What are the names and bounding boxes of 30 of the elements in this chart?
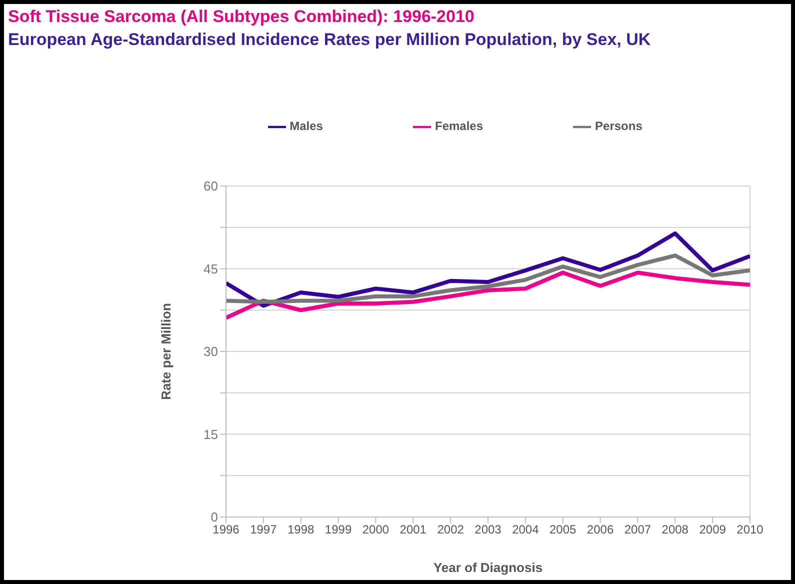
- chart-title: Soft Tissue Sarcoma (All Subtypes Combined): 1996-2010: [8, 7, 474, 27]
- x-tick-label: 1999: [324, 522, 352, 537]
- x-tick-label: 2000: [362, 522, 390, 537]
- x-tick-label: 2010: [736, 522, 764, 537]
- x-tick-label: 2007: [624, 522, 652, 537]
- x-tick-label: 2002: [437, 522, 464, 537]
- y-tick-label: 45: [204, 261, 218, 276]
- x-tick-label: 2004: [512, 522, 540, 537]
- y-tick-label: 0: [210, 510, 218, 525]
- x-tick-label: 1996: [212, 522, 240, 537]
- chart-subtitle: European Age-Standardised Incidence Rates per Million Population, by Sex, UK: [8, 30, 651, 50]
- legend-label: Females: [434, 119, 484, 134]
- x-tick-label: 2003: [474, 522, 502, 537]
- line-series: [226, 270, 750, 320]
- legend-label: Males: [290, 119, 323, 134]
- y-axis-title: Rate per Million: [158, 303, 174, 400]
- line-series: [226, 231, 750, 308]
- x-tick-label: 2006: [586, 522, 614, 537]
- x-axis-title: Year of Diagnosis: [433, 560, 543, 575]
- x-tick-label: 2005: [550, 522, 577, 537]
- y-tick-label: 15: [204, 426, 218, 442]
- x-tick-label: 1998: [288, 522, 315, 537]
- x-tick-label: 2008: [662, 522, 689, 537]
- y-tick-label: 30: [204, 344, 218, 360]
- line-series: [226, 254, 750, 304]
- x-tick-label: 2009: [699, 522, 726, 537]
- legend-label: Persons: [595, 119, 642, 134]
- x-tick-label: 1997: [250, 522, 278, 537]
- x-tick-label: 2001: [400, 522, 427, 537]
- y-tick-label: 60: [204, 178, 218, 194]
